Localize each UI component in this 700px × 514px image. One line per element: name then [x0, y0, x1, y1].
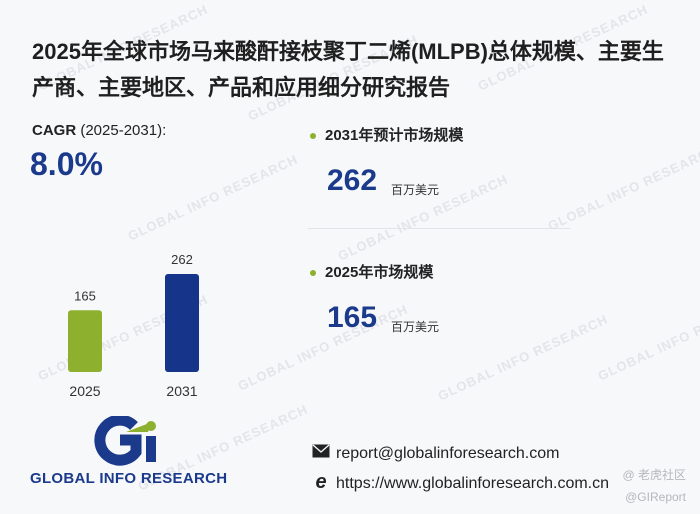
logo-accent	[126, 422, 152, 432]
corner-mark-top: @ 老虎社区	[622, 468, 686, 482]
kpi-divider	[308, 228, 570, 229]
kpi-2025-label-text: 2025年市场规模	[325, 264, 434, 281]
kpi-2025-value: 165	[327, 301, 378, 334]
envelope-icon	[312, 444, 330, 463]
kpi-2031-label: 2031年预计市场规模	[310, 124, 463, 145]
contact-email: report@globalinforesearch.com	[312, 444, 559, 463]
logo-g-shape	[94, 416, 142, 466]
logo-mark	[94, 416, 156, 466]
internet-explorer-icon: e	[315, 471, 327, 493]
logo-i-stem	[146, 436, 156, 462]
contact-website: e https://www.globalinforesearch.com.cn	[312, 471, 610, 493]
bullet-dot	[310, 133, 316, 140]
kpi-2031-value: 262	[327, 164, 378, 197]
kpi-2025-unit: 百万美元	[391, 320, 440, 334]
cagr-label-bold: CAGR	[32, 122, 77, 139]
watermark: GLOBAL INFO RESEARCH	[435, 311, 611, 404]
category-label: 2025	[69, 383, 100, 399]
logo-text: GLOBAL INFO RESEARCH	[30, 470, 228, 487]
kpi-2025-label: 2025年市场规模	[310, 261, 433, 282]
bar-value-label: 165	[74, 288, 96, 303]
kpi-2031-unit: 百万美元	[391, 183, 440, 197]
bar-2031	[165, 274, 199, 372]
category-label: 2031	[166, 383, 197, 399]
bar-value-label: 262	[171, 252, 193, 267]
kpi-2031-label-text: 2031年预计市场规模	[325, 127, 464, 144]
cagr-value: 8.0%	[30, 146, 103, 182]
cagr-period: (2025-2031):	[80, 122, 167, 139]
cagr-label: CAGR (2025-2031):	[32, 122, 166, 139]
website-link[interactable]: https://www.globalinforesearch.com.cn	[336, 475, 610, 492]
bar-chart: 165 2025 262 2031	[68, 252, 199, 399]
email-link[interactable]: report@globalinforesearch.com	[336, 445, 560, 462]
corner-mark-bottom: @GIReport	[625, 490, 686, 504]
bullet-dot	[310, 270, 316, 277]
bar-2025	[68, 310, 102, 372]
watermark: GLOBAL INFO RESEARCH	[595, 291, 700, 384]
page-title: 2025年全球市场马来酸酐接枝聚丁二烯(MLPB)总体规模、主要生产商、主要地区…	[32, 39, 664, 100]
logo-i-dot	[146, 421, 156, 431]
watermark: GLOBAL INFO RESEARCH	[545, 141, 700, 234]
